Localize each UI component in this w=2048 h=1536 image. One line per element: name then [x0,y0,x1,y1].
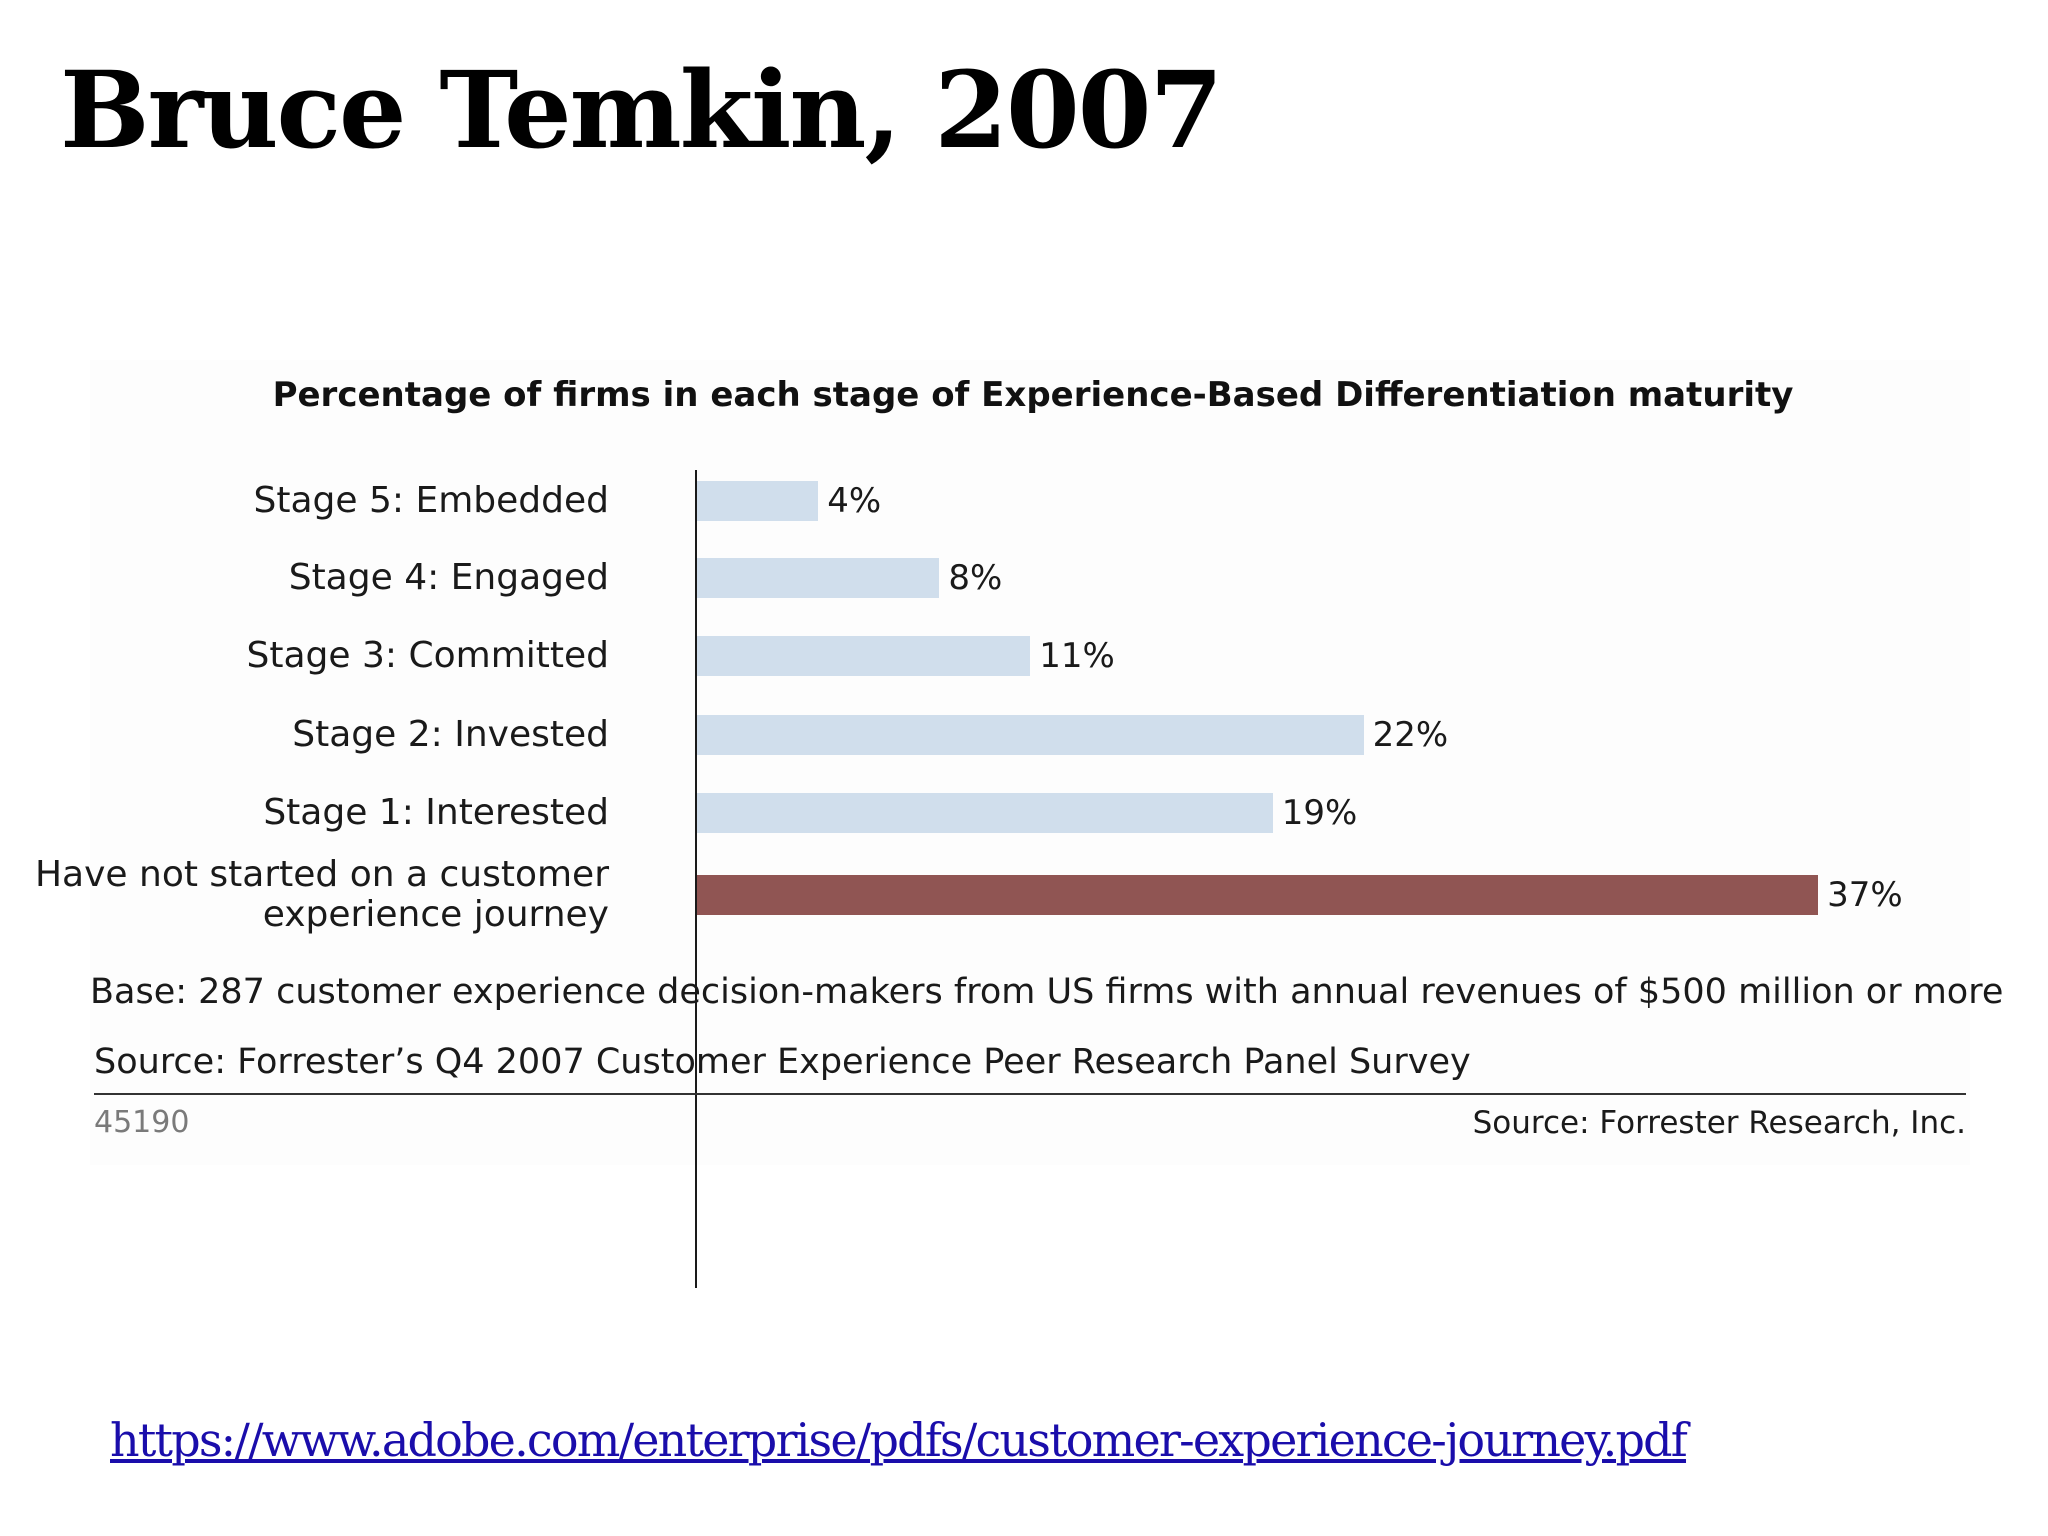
category-label: Stage 4: Engaged [0,558,609,598]
base-note: Base: 287 customer experience decision-m… [90,972,2004,1012]
category-label-line: Stage 2: Invested [292,714,609,755]
category-label: Stage 5: Embedded [0,481,609,521]
value-label: 22% [1372,715,1449,755]
chart-title: Percentage of firms in each stage of Exp… [272,375,1794,415]
value-label: 11% [1039,636,1115,676]
bar [697,875,1819,915]
divider-rule [94,1093,1966,1095]
category-label-line: Stage 5: Embedded [253,480,609,521]
bar [697,793,1273,833]
category-label: Stage 2: Invested [0,715,609,755]
value-label: 8% [948,558,1003,598]
bar [697,636,1031,676]
category-label-line: Stage 4: Engaged [288,557,609,598]
chart-panel: Percentage of firms in each stage of Exp… [35,360,2003,1288]
bar [697,715,1364,755]
category-label-line: experience journey [262,894,609,935]
slide-title: Bruce Temkin, 2007 [60,47,1223,172]
category-label: Stage 3: Committed [0,636,609,676]
value-label: 4% [827,481,882,521]
category-label: Have not started on a customer experience… [0,855,609,935]
bar [697,558,940,598]
category-axis-line [695,470,697,1288]
value-label: 19% [1281,793,1358,833]
category-label: Stage 1: Interested [0,793,609,833]
category-label-line: Stage 1: Interested [263,792,609,833]
bar [697,481,819,521]
category-label-line: Have not started on a customer [34,854,609,895]
figure-number: 45190 [94,1105,190,1140]
source-link[interactable]: https://www.adobe.com/enterprise/pdfs/cu… [110,1413,1688,1467]
category-label-line: Stage 3: Committed [246,635,609,676]
value-label: 37% [1827,875,1903,915]
source-note: Source: Forrester’s Q4 2007 Customer Exp… [94,1042,1471,1082]
figure-credit: Source: Forrester Research, Inc. [1472,1105,1966,1141]
